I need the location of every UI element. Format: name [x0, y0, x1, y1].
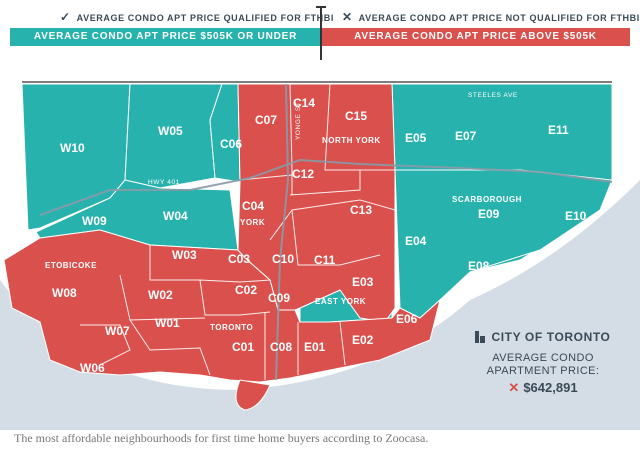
- avg-price-label: AVERAGE CONDO APARTMENT PRICE:: [458, 352, 628, 378]
- district-w04: W04: [163, 209, 188, 223]
- district-c14: C14: [293, 96, 315, 110]
- steeles-label: STEELES AVE: [468, 92, 518, 99]
- district-c02: C02: [235, 283, 257, 297]
- check-icon: ✓: [60, 10, 71, 24]
- district-e10: E10: [565, 209, 587, 223]
- city-info-panel: CITY OF TORONTO AVERAGE CONDO APARTMENT …: [458, 330, 628, 396]
- hwy401-label: HWY 401: [148, 179, 180, 186]
- building-icon: [475, 331, 486, 343]
- district-c07: C07: [255, 113, 277, 127]
- avg-price: ✕ $642,891: [458, 380, 628, 396]
- caption: The most affordable neighbourhoods for f…: [14, 431, 429, 445]
- x-icon: ✕: [342, 10, 353, 24]
- district-c08: C08: [270, 340, 292, 354]
- area-north-york: NORTH YORK: [322, 136, 381, 145]
- region-south: [3, 229, 441, 383]
- district-w05: W05: [158, 124, 183, 138]
- legend-not-qualified-text: AVERAGE CONDO APT PRICE NOT QUALIFIED FO…: [358, 13, 640, 23]
- district-c12: C12: [292, 167, 314, 181]
- region-c06: [209, 83, 241, 183]
- avg-price-value: $642,891: [523, 380, 578, 395]
- district-w06: W06: [80, 361, 105, 375]
- teal-regions: [21, 83, 613, 323]
- legend: ✓ AVERAGE CONDO APT PRICE QUALIFIED FOR F…: [0, 0, 640, 66]
- district-e06: E06: [396, 312, 418, 326]
- district-e04: E04: [405, 234, 427, 248]
- district-e11: E11: [548, 123, 569, 137]
- yonge-line: [275, 83, 290, 381]
- district-c01: C01: [232, 340, 254, 354]
- district-e05: E05: [405, 131, 427, 145]
- district-c10: C10: [272, 252, 294, 266]
- district-w02: W02: [148, 288, 173, 302]
- toronto-islands: [235, 379, 271, 411]
- legend-divider: [316, 6, 326, 66]
- district-w10: W10: [60, 141, 85, 155]
- district-c09: C09: [268, 291, 290, 305]
- district-e08: E08: [468, 259, 490, 273]
- district-c04: C04: [242, 199, 264, 213]
- legend-qualified-text: AVERAGE CONDO APT PRICE QUALIFIED FOR FT…: [76, 13, 334, 23]
- district-c06: C06: [220, 137, 242, 151]
- yonge-label: YONGE ST: [295, 102, 302, 140]
- road-lines: [39, 83, 613, 381]
- area-east-york: EAST YORK: [315, 297, 366, 306]
- district-e03: E03: [352, 275, 374, 289]
- avg-label-line2: APARTMENT PRICE:: [486, 365, 600, 377]
- area-york: YORK: [240, 218, 265, 227]
- legend-not-qualified: ✕ AVERAGE CONDO APT PRICE NOT QUALIFIED F…: [342, 10, 640, 24]
- district-lines: [80, 83, 396, 380]
- legend-qualified: ✓ AVERAGE CONDO APT PRICE QUALIFIED FOR F…: [60, 10, 334, 24]
- district-c13: C13: [350, 203, 372, 217]
- red-regions: [3, 83, 441, 411]
- district-c15: C15: [345, 109, 367, 123]
- district-w03: W03: [172, 248, 197, 262]
- district-c03: C03: [228, 252, 250, 266]
- district-w01: W01: [155, 316, 180, 330]
- x-icon: ✕: [508, 380, 520, 395]
- district-e09: E09: [478, 207, 500, 221]
- city-title-text: CITY OF TORONTO: [491, 330, 611, 344]
- city-title: CITY OF TORONTO: [458, 330, 628, 344]
- area-scarborough: SCARBOROUGH: [452, 195, 522, 204]
- avg-label-line1: AVERAGE CONDO: [492, 352, 594, 364]
- lake-ontario: [0, 180, 640, 430]
- hwy-401-line: [39, 158, 613, 216]
- district-c11: C11: [314, 253, 336, 267]
- district-w08: W08: [52, 286, 77, 300]
- area-toronto: TORONTO: [210, 323, 253, 332]
- toronto-map: STEELES AVE HWY 401 YONGE ST W10 W05 C06…: [0, 60, 640, 430]
- district-e02: E02: [352, 333, 374, 347]
- district-e07: E07: [455, 129, 477, 143]
- district-e01: E01: [304, 340, 326, 354]
- district-w09: W09: [82, 214, 107, 228]
- under-price-bar: AVERAGE CONDO APT PRICE $505K OR UNDER: [10, 28, 321, 46]
- district-w07: W07: [105, 324, 130, 338]
- area-etobicoke: ETOBICOKE: [45, 261, 97, 270]
- above-price-bar: AVERAGE CONDO APT PRICE ABOVE $505K: [321, 28, 630, 46]
